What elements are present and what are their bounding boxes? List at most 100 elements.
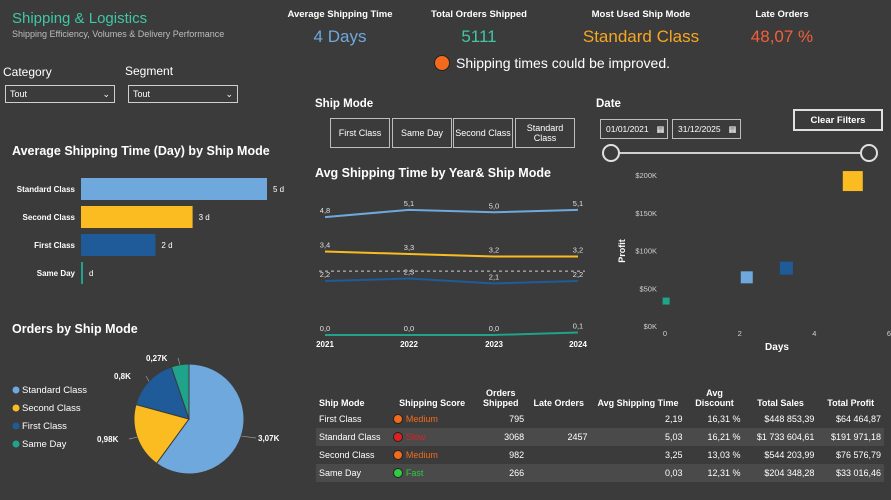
line-point-label: 2,1 bbox=[489, 272, 499, 281]
series-line[interactable] bbox=[324, 250, 578, 258]
date-end-input[interactable]: 31/12/2025 ▦ bbox=[672, 119, 741, 139]
avg-time-line-chart: 4,8 5,1 5,0 5,1 3,4 3,3 3,2 3,2 2,2 2,3 2,1 2,2 0,0 0… bbox=[316, 199, 587, 349]
kpi-avg-shipping-value: 4 Days bbox=[313, 27, 367, 46]
table-cell: 0,03 bbox=[590, 464, 686, 482]
table-cell: Second Class bbox=[319, 450, 375, 460]
bar[interactable] bbox=[81, 178, 267, 200]
series-line[interactable] bbox=[325, 331, 579, 336]
legend-label[interactable]: Second Class bbox=[22, 403, 81, 414]
shipping-score-label: Medium bbox=[405, 450, 438, 460]
series-line[interactable] bbox=[324, 277, 579, 285]
category-dropdown[interactable]: Tout ⌄ bbox=[5, 85, 115, 103]
segment-dropdown[interactable]: Tout ⌄ bbox=[128, 85, 238, 103]
segment-label: Segment bbox=[125, 64, 174, 78]
bar-value-label: 5 d bbox=[273, 185, 284, 194]
table-cell-score: Medium bbox=[390, 410, 474, 428]
legend-label[interactable]: Standard Class bbox=[22, 385, 87, 396]
shipping-score-label: Medium bbox=[405, 414, 438, 424]
kpi-late-orders-value: 48,07 % bbox=[750, 27, 814, 46]
avg-time-bar-chart: Standard Class 5 d Second Class 3 d First Cl… bbox=[17, 178, 284, 284]
kpi-ship-mode-label: Most Used Ship Mode bbox=[591, 9, 691, 20]
x-tick-label: 2022 bbox=[400, 340, 418, 349]
line-point-label: 0,1 bbox=[573, 322, 583, 331]
bar[interactable] bbox=[81, 262, 83, 284]
x-tick-label: 0 bbox=[663, 329, 667, 338]
bar-category-label: Standard Class bbox=[17, 185, 76, 194]
table-cell: $1 733 604,61 bbox=[743, 428, 818, 446]
ship-mode-button-second-class[interactable]: Second Class bbox=[453, 118, 513, 148]
bar-value-label: 2 d bbox=[161, 241, 172, 250]
line-point-label: 3,2 bbox=[573, 245, 583, 254]
y-tick-label: $100K bbox=[635, 247, 657, 256]
scatter-point[interactable] bbox=[662, 297, 670, 305]
column-header[interactable]: Ship Mode bbox=[319, 398, 365, 408]
column-header[interactable]: Total Sales bbox=[757, 398, 804, 408]
table-cell: $33 016,46 bbox=[817, 464, 884, 482]
segment-value: Tout bbox=[133, 89, 151, 99]
x-tick-label: 2021 bbox=[316, 340, 334, 349]
line-point-label: 5,1 bbox=[573, 199, 583, 208]
table-row[interactable]: Standard Class Slow 3068 2457 5,03 16,21 % $1 … bbox=[316, 428, 884, 446]
slider-end-handle[interactable] bbox=[860, 144, 878, 162]
pie-leader-line bbox=[145, 375, 150, 382]
kpi-late-orders-label: Late Orders bbox=[755, 9, 809, 20]
column-header[interactable]: Late Orders bbox=[533, 398, 585, 408]
line-point-label: 5,1 bbox=[404, 199, 414, 208]
table-row[interactable]: Second Class Medium 982 3,25 13,03 % $544 203… bbox=[316, 446, 884, 464]
x-tick-label: 6 bbox=[887, 329, 891, 338]
status-dot-icon bbox=[392, 414, 403, 424]
scatter-point[interactable] bbox=[779, 261, 793, 275]
x-tick-label: 2024 bbox=[569, 340, 587, 349]
pie-slice[interactable] bbox=[133, 403, 190, 465]
bar-category-label: Same Day bbox=[37, 269, 76, 278]
table-cell: 266 bbox=[474, 464, 528, 482]
table-row[interactable]: Same Day Fast 266 0,03 12,31 % $204 348,28 $33… bbox=[316, 464, 884, 482]
ship-mode-table: Ship Mode Shipping Score Orders Shipped … bbox=[316, 386, 884, 482]
table-cell: Standard Class bbox=[316, 428, 390, 446]
bar-category-label: Second Class bbox=[23, 213, 76, 222]
ship-mode-button-standard-class[interactable]: Standard Class bbox=[515, 118, 575, 148]
table-row[interactable]: First Class Medium 795 2,19 16,31 % $448 853,… bbox=[316, 410, 884, 428]
column-header[interactable]: Shipping Score bbox=[399, 398, 466, 408]
table-cell-score: Medium bbox=[390, 446, 474, 464]
shipping-score-label: Slow bbox=[405, 432, 426, 442]
line-point-label: 2,2 bbox=[573, 270, 583, 279]
clear-filters-button[interactable]: Clear Filters bbox=[793, 109, 883, 131]
line-point-label: 3,2 bbox=[489, 245, 499, 254]
column-header[interactable]: Avg Shipping Time bbox=[597, 398, 679, 408]
kpi-total-orders-label: Total Orders Shipped bbox=[431, 9, 527, 20]
date-range-slider[interactable] bbox=[600, 142, 882, 164]
bar[interactable] bbox=[81, 234, 156, 256]
status-dot-icon bbox=[392, 432, 403, 442]
scatter-point[interactable] bbox=[842, 171, 863, 192]
category-value: Tout bbox=[10, 89, 28, 99]
x-tick-label: 4 bbox=[812, 329, 816, 338]
bar[interactable] bbox=[81, 206, 193, 228]
column-header[interactable]: Orders Shipped bbox=[482, 388, 519, 408]
column-header[interactable]: Total Profit bbox=[827, 398, 875, 408]
legend-marker bbox=[12, 440, 20, 448]
legend-label[interactable]: Same Day bbox=[22, 439, 67, 450]
series-line[interactable] bbox=[324, 208, 579, 219]
calendar-icon: ▦ bbox=[656, 123, 665, 134]
status-dot-icon bbox=[392, 450, 403, 460]
scatter-point[interactable] bbox=[740, 271, 753, 284]
column-header[interactable]: Avg Discount bbox=[695, 388, 734, 408]
pie-value-label: 0,8K bbox=[114, 372, 131, 381]
legend-marker bbox=[12, 404, 20, 412]
legend-marker bbox=[12, 386, 20, 394]
ship-mode-button-first-class[interactable]: First Class bbox=[330, 118, 390, 148]
bar-chart-title: Average Shipping Time (Day) by Ship Mode bbox=[12, 144, 270, 158]
slider-start-handle[interactable] bbox=[602, 144, 620, 162]
profit-scatter-chart: $0K $50K $100K $150K $200K 0 2 4 6 Profit Days bbox=[617, 171, 891, 353]
line-point-label: 2,2 bbox=[320, 270, 330, 279]
table-cell: 2,19 bbox=[664, 414, 683, 424]
table-cell: $204 348,28 bbox=[743, 464, 818, 482]
ship-mode-button-same-day[interactable]: Same Day bbox=[392, 118, 452, 148]
line-point-label: 4,8 bbox=[320, 206, 330, 215]
date-start-input[interactable]: 01/01/2021 ▦ bbox=[600, 119, 668, 139]
pie-leader-line bbox=[241, 435, 257, 439]
y-tick-label: $50K bbox=[639, 284, 657, 293]
kpi-total-orders-value: 5111 bbox=[461, 27, 497, 46]
legend-label[interactable]: First Class bbox=[22, 421, 67, 432]
